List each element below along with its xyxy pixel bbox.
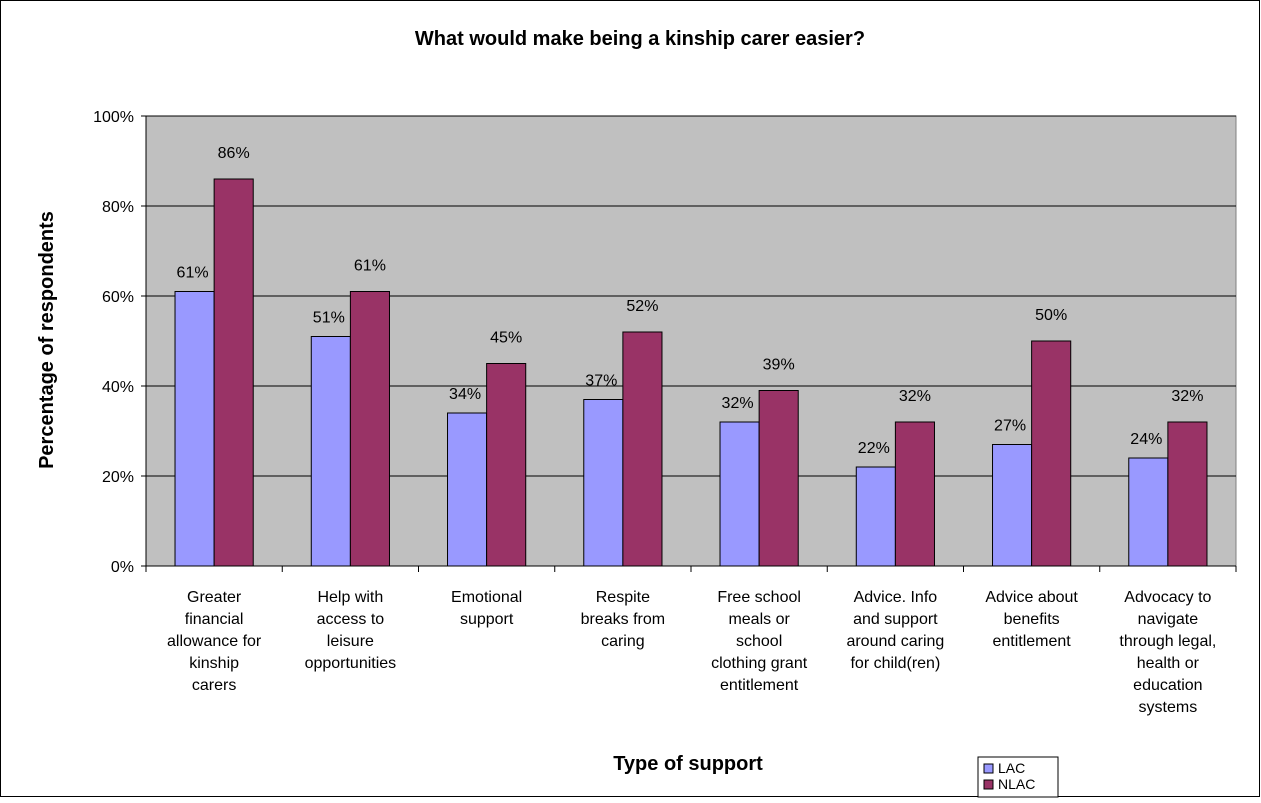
x-axis-title: Type of support [613, 753, 763, 775]
category-label-line: kinship [189, 655, 239, 672]
category-label-line: education [1133, 677, 1202, 694]
category-label-line: Greater [187, 589, 242, 606]
category-label-line: allowance for [167, 633, 262, 650]
bar-nlac-1 [349, 291, 390, 567]
category-label-line: carers [192, 677, 236, 694]
category-label-line: navigate [1138, 611, 1199, 628]
category-label-line: Respite [596, 589, 650, 606]
legend-label-nlac: NLAC [998, 776, 1035, 792]
category-label-line: clothing grant [711, 655, 808, 672]
y-tick-label: 80% [102, 199, 134, 216]
bar-nlac-5 [894, 421, 935, 567]
data-label-lac-3: 37% [585, 373, 617, 390]
bar-nlac-3 [622, 331, 663, 567]
legend-label-lac: LAC [998, 760, 1025, 776]
category-label-line: Help with [317, 589, 383, 606]
category-label-line: Advice about [985, 589, 1078, 606]
category-label-line: Advocacy to [1124, 589, 1211, 606]
bar-lac-4 [719, 421, 760, 567]
chart-title: What would make being a kinship carer ea… [415, 28, 865, 50]
bars [174, 178, 1208, 567]
category-label-1: Help with access to leisure opportunities [305, 589, 397, 672]
x-category-labels: Greater financial allowance for kinship care… [167, 589, 1216, 716]
category-label-line: Free school [717, 589, 801, 606]
data-label-lac-7: 24% [1130, 431, 1162, 448]
y-tick-labels: 0% 20% 40% 60% 80% 100% [93, 109, 134, 576]
category-label-line: school [736, 633, 782, 650]
category-label-line: through legal, [1119, 633, 1216, 650]
y-axis-title: Percentage of respondents [36, 211, 58, 469]
y-tick-label: 0% [111, 559, 134, 576]
bar-nlac-7 [1167, 421, 1208, 567]
category-label-line: Advice. Info [854, 589, 938, 606]
data-label-nlac-3: 52% [626, 298, 658, 315]
bar-lac-1 [310, 336, 351, 567]
category-label-3: Respite breaks from caring [581, 589, 665, 650]
plot-area [145, 115, 1237, 567]
category-label-line: systems [1139, 699, 1198, 716]
y-tick-label: 100% [93, 109, 134, 126]
data-label-lac-0: 61% [177, 265, 209, 282]
category-label-line: and support [853, 611, 938, 628]
category-label-5: Advice. Info and support around caring for … [846, 589, 944, 672]
category-label-line: benefits [1004, 611, 1060, 628]
bar-nlac-4 [758, 390, 799, 567]
y-tick-label: 60% [102, 289, 134, 306]
data-label-nlac-4: 39% [763, 357, 795, 374]
legend-swatch-nlac [983, 779, 994, 790]
category-label-line: around caring [846, 633, 944, 650]
category-label-line: leisure [327, 633, 374, 650]
bar-lac-0 [174, 291, 215, 567]
bar-lac-5 [855, 466, 896, 567]
category-label-line: opportunities [305, 655, 397, 672]
bar-lac-3 [583, 399, 624, 567]
data-label-nlac-2: 45% [490, 330, 522, 347]
category-label-line: Emotional [451, 589, 522, 606]
legend-swatch-lac [983, 763, 994, 774]
data-label-lac-5: 22% [858, 440, 890, 457]
category-label-6: Advice about benefits entitlement [985, 589, 1078, 650]
data-label-lac-4: 32% [722, 395, 754, 412]
bar-nlac-2 [486, 363, 527, 567]
category-label-line: for child(ren) [850, 655, 940, 672]
legend: LAC NLAC [977, 756, 1059, 798]
data-label-nlac-7: 32% [1171, 388, 1203, 405]
category-label-line: meals or [728, 611, 790, 628]
data-label-lac-2: 34% [449, 386, 481, 403]
y-tick-label: 40% [102, 379, 134, 396]
bar-nlac-0 [213, 178, 254, 567]
data-label-nlac-5: 32% [899, 388, 931, 405]
category-label-2: Emotional support [451, 589, 522, 628]
bar-lac-7 [1128, 457, 1169, 567]
axes [141, 115, 1237, 572]
category-label-line: caring [601, 633, 645, 650]
data-labels: 61% 51% 34% 37% 32% 22% 27% 24% 86% 61% 45% 52% 39% 3… [177, 145, 1204, 457]
category-label-0: Greater financial allowance for kinship care… [167, 589, 262, 694]
data-label-nlac-0: 86% [218, 145, 250, 162]
data-label-nlac-6: 50% [1035, 307, 1067, 324]
category-label-line: health or [1137, 655, 1200, 672]
category-label-4: Free school meals or school clothing grant e… [711, 589, 808, 694]
category-label-line: entitlement [720, 677, 799, 694]
data-label-lac-1: 51% [313, 310, 345, 327]
data-label-nlac-1: 61% [354, 258, 386, 275]
category-label-line: entitlement [992, 633, 1071, 650]
category-label-7: Advocacy to navigate through legal, health … [1119, 589, 1216, 716]
category-label-line: support [460, 611, 514, 628]
bar-nlac-6 [1031, 340, 1072, 567]
y-tick-label: 20% [102, 469, 134, 486]
category-label-line: access to [317, 611, 385, 628]
bar-lac-2 [447, 412, 488, 567]
bar-lac-6 [992, 444, 1033, 567]
category-label-line: financial [185, 611, 244, 628]
category-label-line: breaks from [581, 611, 665, 628]
data-label-lac-6: 27% [994, 418, 1026, 435]
